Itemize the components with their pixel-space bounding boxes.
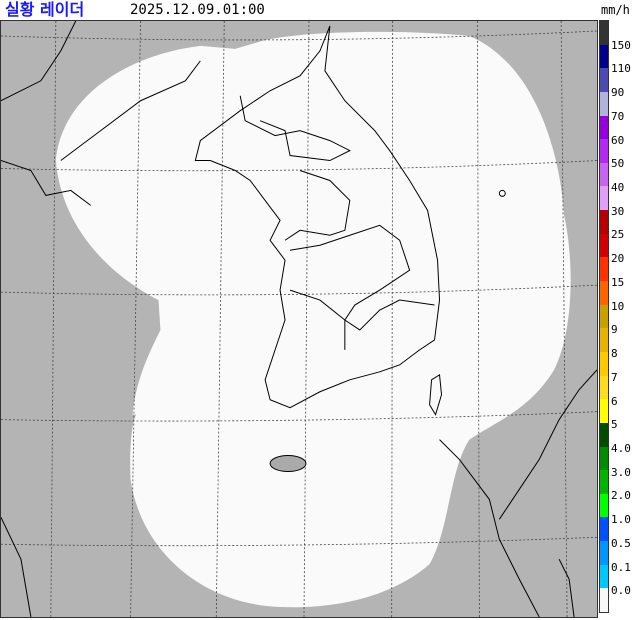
- legend-color-bin: [600, 68, 608, 92]
- precipitation-legend: [599, 20, 609, 613]
- legend-color-bin: [600, 541, 608, 565]
- legend-label: 4.0: [611, 441, 631, 455]
- legend-color-bin: [600, 44, 608, 69]
- legend-color-bin: [600, 564, 608, 589]
- tsushima-island: [429, 373, 443, 416]
- jeju-island: [269, 455, 307, 472]
- legend-label: 6: [611, 394, 618, 408]
- legend-label: 40: [611, 181, 625, 195]
- legend-label: 9: [611, 323, 618, 337]
- legend-label: 0.5: [611, 536, 631, 550]
- legend-color-bin: [600, 186, 608, 211]
- radar-map[interactable]: [0, 20, 598, 618]
- radar-coverage-area: [55, 31, 571, 608]
- legend-label: 0.0: [611, 584, 631, 598]
- legend-label: 15: [611, 275, 625, 289]
- legend-color-bin: [600, 328, 608, 352]
- legend-color-bin: [600, 446, 608, 471]
- page-title: 실황 레이더: [5, 0, 85, 19]
- legend-label: 2.0: [611, 489, 631, 503]
- legend-color-bin: [600, 399, 608, 423]
- coastlines: [1, 21, 597, 617]
- timestamp: 2025.12.09.01:00: [130, 2, 265, 18]
- legend-label: 10: [611, 299, 625, 313]
- legend-unit: mm/h: [601, 3, 630, 17]
- legend-color-bin: [600, 210, 608, 234]
- legend-label: 30: [611, 204, 625, 218]
- legend-label: 150: [611, 38, 631, 52]
- legend-color-bin: [600, 233, 608, 258]
- legend-label: 90: [611, 86, 625, 100]
- legend-label: 8: [611, 347, 618, 361]
- legend-color-bin: [600, 422, 608, 447]
- legend-color-bin: [600, 281, 608, 305]
- legend-label: 60: [611, 133, 625, 147]
- legend-label: 3.0: [611, 465, 631, 479]
- legend-color-bin: [600, 257, 608, 282]
- legend-label: 7: [611, 370, 618, 384]
- legend-label: 5: [611, 418, 618, 432]
- legend-color-bin: [600, 304, 608, 329]
- legend-color-bin: [600, 375, 608, 400]
- legend-label: 0.1: [611, 560, 631, 574]
- legend-color-bin: [600, 91, 608, 116]
- ulleung-island: [498, 189, 506, 197]
- legend-color-bin: [600, 139, 608, 163]
- legend-label: 110: [611, 62, 631, 76]
- legend-color-bin: [600, 493, 608, 518]
- legend-label: 70: [611, 109, 625, 123]
- legend-label: 20: [611, 252, 625, 266]
- legend-label: 50: [611, 157, 625, 171]
- legend-color-bin: [600, 21, 608, 45]
- legend-label: 25: [611, 228, 625, 242]
- legend-color-bin: [600, 517, 608, 542]
- legend-color-bin: [600, 470, 608, 494]
- legend-color-bin: [600, 588, 608, 613]
- legend-color-bin: [600, 115, 608, 140]
- legend-color-bin: [600, 351, 608, 376]
- legend-label: 1.0: [611, 513, 631, 527]
- legend-color-bin: [600, 162, 608, 187]
